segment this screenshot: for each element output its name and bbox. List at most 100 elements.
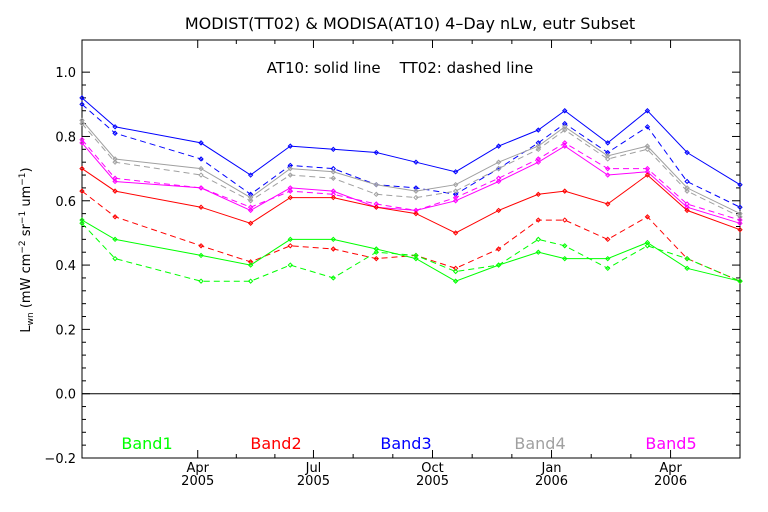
band4-tt02-line xyxy=(81,123,741,218)
band1-point xyxy=(562,255,568,262)
band1-point xyxy=(452,268,459,275)
band4-point xyxy=(112,159,118,165)
band2-point xyxy=(495,246,502,252)
band4-point xyxy=(330,169,337,175)
band5-point xyxy=(684,201,690,207)
band2-point xyxy=(535,191,542,198)
band1-point xyxy=(535,249,542,255)
band5-point xyxy=(737,217,743,223)
x-tick-label-year: 2006 xyxy=(535,474,568,489)
band3-point xyxy=(605,140,611,146)
band2-point xyxy=(644,172,651,178)
band4-point xyxy=(495,159,502,165)
band1-point xyxy=(684,265,690,271)
band2-point xyxy=(562,217,568,223)
x-tick-label-month: Jul xyxy=(305,461,322,476)
band2-point xyxy=(112,214,118,220)
band3-point xyxy=(112,130,118,136)
band3-tt02-line xyxy=(81,103,741,208)
line-style-note: AT10: solid line TT02: dashed line xyxy=(267,59,534,77)
band4-point xyxy=(535,146,542,153)
band2-point xyxy=(198,243,204,249)
band4-at10-line xyxy=(81,120,741,215)
plot-frame xyxy=(81,39,741,459)
band4-point xyxy=(287,172,294,178)
band1-tt02-line xyxy=(81,222,741,282)
band1-point xyxy=(452,278,459,284)
band5-point xyxy=(535,156,542,162)
band2-point xyxy=(535,217,542,223)
band1-point xyxy=(198,278,204,284)
band2-point xyxy=(413,210,419,217)
band2-point xyxy=(287,243,294,249)
band3-point xyxy=(684,149,690,156)
band3-point xyxy=(737,181,743,188)
band1-point xyxy=(495,262,502,268)
band3-point xyxy=(112,124,118,130)
band5-point xyxy=(452,194,459,201)
band5-point xyxy=(562,140,568,146)
band3-point xyxy=(287,143,294,149)
x-tick-label-year: 2005 xyxy=(297,474,330,489)
band3-point xyxy=(562,108,568,114)
band3-point xyxy=(330,146,337,153)
y-tick-label: 0.8 xyxy=(55,130,76,145)
band1-point xyxy=(287,236,294,243)
legend-band2: Band2 xyxy=(250,434,301,453)
band3-point xyxy=(79,101,85,108)
y-tick-label: 1.0 xyxy=(55,66,76,81)
band2-point xyxy=(198,204,204,210)
band5-point xyxy=(605,172,611,178)
band4-point xyxy=(413,194,419,201)
band3-point xyxy=(79,95,85,101)
axes: −0.20.00.20.40.60.81.0Apr2005Jul2005Oct2… xyxy=(44,40,740,489)
band5-tt02-line xyxy=(81,139,741,221)
band4-point xyxy=(198,172,204,178)
band5-point xyxy=(198,185,204,191)
band3-point xyxy=(495,143,502,149)
band1-point xyxy=(247,262,254,268)
band4-point xyxy=(287,165,294,172)
band1-point xyxy=(330,275,337,281)
band2-point xyxy=(562,188,568,194)
band2-point xyxy=(605,236,611,243)
band1-at10-line xyxy=(81,219,741,282)
legend-band5: Band5 xyxy=(645,434,696,453)
band1-point xyxy=(605,265,611,271)
band1-point xyxy=(413,252,419,259)
chart-title: MODIST(TT02) & MODISA(AT10) 4–Day nLw, e… xyxy=(185,14,635,33)
band2-point xyxy=(684,207,690,214)
band2-point xyxy=(495,207,502,214)
y-tick-label: 0.4 xyxy=(55,259,76,274)
band4-point xyxy=(330,175,337,181)
band3-point xyxy=(644,124,651,130)
y-axis-label: Lwn (mW cm−2 sr−1 um−1) xyxy=(18,167,36,332)
band4-point xyxy=(644,146,651,153)
band1-point xyxy=(737,278,743,284)
band5-point xyxy=(79,136,85,143)
y-tick-label: 0.2 xyxy=(55,323,76,338)
band1-point xyxy=(644,243,651,249)
band5-point xyxy=(605,165,611,172)
x-tick-label-month: Apr xyxy=(659,461,682,476)
band1-point xyxy=(562,243,568,249)
band4-point xyxy=(373,181,379,188)
band2-tt02-line xyxy=(81,190,741,282)
x-tick-label-month: Jan xyxy=(541,461,562,476)
x-tick-label-month: Oct xyxy=(421,461,443,476)
band5-point xyxy=(247,204,254,210)
band3-point xyxy=(452,169,459,175)
band1-point xyxy=(330,236,337,243)
band3-at10-line xyxy=(81,97,741,186)
band4-point xyxy=(684,188,690,194)
band5-point xyxy=(112,175,118,181)
band4-point xyxy=(452,188,459,194)
band4-point xyxy=(562,127,568,133)
legend: Band1 Band2 Band3 Band4 Band5 xyxy=(121,434,696,453)
y-tick-label: 0.0 xyxy=(55,388,76,403)
band3-point xyxy=(413,159,419,165)
band2-point xyxy=(737,227,743,233)
band2-point xyxy=(373,204,379,210)
legend-band1: Band1 xyxy=(121,434,172,453)
